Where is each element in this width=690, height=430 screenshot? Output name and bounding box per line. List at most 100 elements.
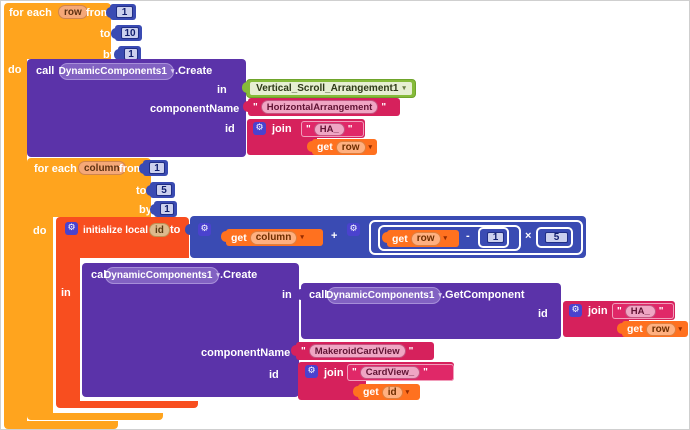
call-create-block-2[interactable] <box>82 263 299 397</box>
chevron-down-icon: ▾ <box>216 272 220 279</box>
component-dropdown-field[interactable]: Vertical_Scroll_Arrangement1 ▾ <box>250 82 412 95</box>
variable-dropdown[interactable]: row <box>335 140 366 154</box>
variable-dropdown[interactable]: id <box>381 385 403 399</box>
gear-icon[interactable]: ⚙ <box>305 365 318 378</box>
chevron-down-icon: ▾ <box>678 325 683 333</box>
number-block[interactable]: 1 <box>478 227 509 248</box>
number-block[interactable]: 5 <box>536 227 573 248</box>
get-id-block[interactable]: get id ▾ <box>353 384 420 400</box>
id-param-label: id <box>538 308 548 320</box>
to-label: to <box>136 185 147 197</box>
join-label: join <box>324 367 344 379</box>
vertical-scroll-arrangement-block[interactable]: Vertical_Scroll_Arrangement1 ▾ <box>242 79 416 98</box>
number-field[interactable]: 1 <box>149 162 165 174</box>
for-each-row-block-arm[interactable] <box>4 59 27 421</box>
number-block[interactable]: 5 <box>146 182 175 198</box>
in-param-label: in <box>217 84 227 96</box>
for-each-label: for each <box>34 163 77 175</box>
open-quote: " <box>306 123 311 135</box>
component-dropdown[interactable]: DynamicComponents1 ▾ <box>326 287 442 304</box>
close-quote: " <box>423 367 428 378</box>
from-label: from <box>119 163 144 175</box>
text-field[interactable]: HA_ <box>624 304 656 318</box>
text-field[interactable]: HA_ <box>313 122 345 136</box>
chevron-down-icon: ▾ <box>405 388 410 396</box>
variable-dropdown[interactable]: column <box>249 230 298 245</box>
do-label: do <box>8 64 22 76</box>
gear-icon[interactable]: ⚙ <box>569 304 582 317</box>
method-label: .Create <box>220 269 258 281</box>
do-label: do <box>33 225 47 237</box>
text-field[interactable]: HorizontalArrangement <box>260 100 379 114</box>
number-block[interactable]: 1 <box>114 46 141 62</box>
text-string-block[interactable]: " HA_ " <box>301 121 364 137</box>
chevron-down-icon: ▾ <box>443 235 448 242</box>
component-dropdown[interactable]: DynamicComponents1 ▾ <box>59 63 174 80</box>
method-label: .GetComponent <box>442 289 525 301</box>
text-string-block[interactable]: " HA_ " <box>612 303 674 319</box>
initialize-local-block-foot[interactable] <box>56 401 198 408</box>
join-block-row2[interactable] <box>247 138 317 155</box>
local-variable-field[interactable]: id <box>149 223 170 237</box>
id-param-label: id <box>225 123 235 135</box>
text-field[interactable]: MakeroidCardView <box>308 344 406 358</box>
number-field[interactable]: 1 <box>160 203 174 215</box>
open-quote: " <box>352 367 357 378</box>
get-label: get <box>317 141 333 153</box>
variable-dropdown[interactable]: row <box>410 231 441 246</box>
by-label: by <box>103 49 116 61</box>
get-column-block[interactable]: get column ▾ <box>221 229 323 246</box>
get-row-block[interactable]: get row ▾ <box>617 321 688 337</box>
chevron-down-icon: ▾ <box>300 234 304 241</box>
close-quote: " <box>381 101 387 113</box>
get-label: get <box>392 232 408 245</box>
gear-icon[interactable]: ⚙ <box>198 223 211 236</box>
number-block[interactable]: 1 <box>106 4 136 20</box>
for-each-row-block-foot[interactable] <box>4 421 118 429</box>
plus-operator: + <box>331 230 338 242</box>
join-label: join <box>272 123 292 135</box>
join-label: join <box>588 305 608 317</box>
text-field[interactable]: CardView_ <box>359 366 421 379</box>
number-field[interactable]: 1 <box>487 232 504 243</box>
by-label: by <box>139 204 152 216</box>
gear-icon[interactable]: ⚙ <box>253 122 266 135</box>
get-label: get <box>627 323 643 335</box>
initialize-local-label: initialize local <box>83 225 149 236</box>
for-each-column-block-foot[interactable] <box>27 413 163 420</box>
to-label: to <box>170 224 181 236</box>
get-row-block[interactable]: get row ▾ <box>307 139 377 155</box>
open-quote: " <box>253 101 258 113</box>
initialize-local-block-arm[interactable] <box>56 258 80 401</box>
number-block[interactable]: 10 <box>111 25 142 41</box>
to-label: to <box>100 28 111 40</box>
number-block[interactable]: 1 <box>139 160 168 176</box>
method-label: .Create <box>175 65 213 77</box>
number-field[interactable]: 5 <box>545 232 568 243</box>
call-label: call <box>91 269 110 281</box>
component-dropdown[interactable]: DynamicComponents1 ▾ <box>104 267 220 284</box>
text-string-block[interactable]: " HorizontalArrangement " <box>243 98 400 116</box>
row-variable-field[interactable]: row <box>58 5 88 19</box>
join-block-row2[interactable] <box>298 381 366 400</box>
gear-icon[interactable]: ⚙ <box>65 222 78 235</box>
close-quote: " <box>347 123 353 135</box>
number-field[interactable]: 10 <box>121 27 139 39</box>
column-variable-field[interactable]: column <box>78 161 126 175</box>
componentname-param-label: componentName <box>150 103 240 115</box>
id-param-label: id <box>269 369 279 381</box>
gear-icon[interactable]: ⚙ <box>347 223 360 236</box>
for-each-row-block[interactable] <box>4 3 111 59</box>
number-field[interactable]: 1 <box>116 6 133 18</box>
for-each-column-block-arm[interactable] <box>27 217 53 413</box>
variable-dropdown[interactable]: row <box>645 322 676 336</box>
text-string-block[interactable]: " MakeroidCardView " <box>291 342 434 360</box>
minus-operator: - <box>466 230 470 242</box>
join-block-row2[interactable] <box>563 320 629 337</box>
number-block[interactable]: 1 <box>150 201 177 217</box>
text-string-block[interactable]: " CardView_ " <box>347 364 454 381</box>
get-row-block[interactable]: get row ▾ <box>382 230 459 247</box>
subtract-inline-socket <box>378 225 521 251</box>
number-field[interactable]: 5 <box>156 184 172 196</box>
